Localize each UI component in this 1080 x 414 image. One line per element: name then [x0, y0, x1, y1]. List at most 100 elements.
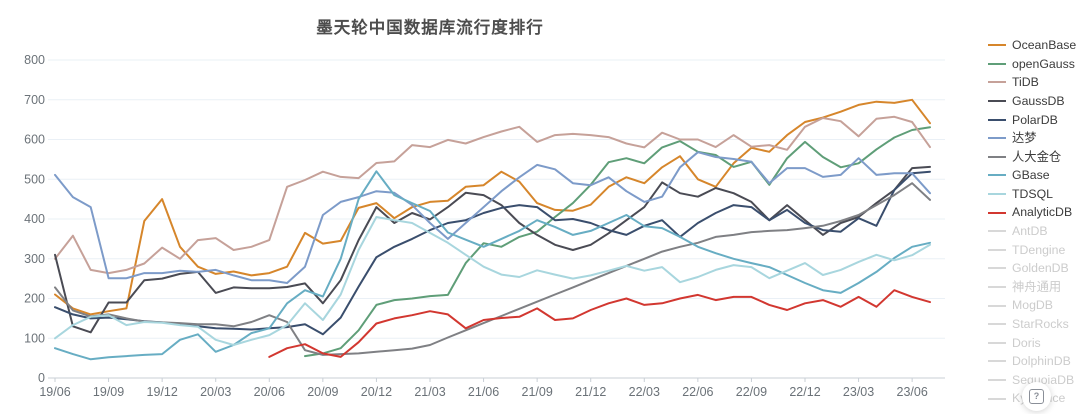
series-line-TiDB[interactable]	[54, 115, 931, 275]
y-axis-label: 800	[24, 53, 45, 67]
legend-line-swatch	[988, 230, 1006, 233]
legend-label: GaussDB	[1012, 93, 1065, 108]
chart-title: 墨天轮中国数据库流行度排行	[316, 19, 544, 37]
legend-label: AntDB	[1012, 224, 1048, 239]
legend-line-swatch	[988, 193, 1006, 196]
series-line-人大金仓[interactable]	[54, 182, 931, 356]
legend-line-swatch	[988, 44, 1006, 47]
legend-label: TDSQL	[1012, 186, 1053, 201]
legend-line-swatch	[988, 155, 1006, 158]
legend-line-swatch	[988, 341, 1006, 344]
legend-label: TiDB	[1012, 75, 1039, 90]
x-axis-label: 21/06	[468, 385, 499, 399]
legend-label: openGauss	[1012, 56, 1075, 71]
legend-item-TDengine[interactable]: TDengine	[988, 241, 1080, 260]
legend-line-swatch	[988, 360, 1006, 363]
legend-item-Doris[interactable]: Doris	[988, 334, 1080, 353]
y-axis-label: 300	[24, 252, 45, 266]
legend-label: OceanBase	[1012, 38, 1077, 53]
legend-item-MogDB[interactable]: MogDB	[988, 296, 1080, 315]
y-axis-label: 0	[38, 371, 45, 385]
x-axis-label: 20/06	[254, 385, 285, 399]
legend-line-swatch	[988, 211, 1006, 214]
legend-line-swatch	[988, 286, 1006, 289]
series-line-达梦[interactable]	[54, 151, 931, 284]
legend-label: 人大金仓	[1012, 149, 1062, 164]
legend-item-GaussDB[interactable]: GaussDB	[988, 92, 1080, 111]
legend-label: SequoiaDB	[1012, 372, 1075, 387]
legend-line-swatch	[988, 304, 1006, 307]
series-line-AnalyticDB[interactable]	[268, 289, 931, 358]
series-line-PolarDB[interactable]	[54, 170, 931, 336]
y-axis-label: 200	[24, 292, 45, 306]
legend-label: Doris	[1012, 335, 1041, 350]
legend-line-swatch	[988, 81, 1006, 84]
x-axis-label: 21/09	[522, 385, 553, 399]
x-axis-label: 20/12	[361, 385, 392, 399]
legend-line-swatch	[988, 118, 1006, 121]
legend-label: GoldenDB	[1012, 261, 1069, 276]
legend-line-swatch	[988, 378, 1006, 381]
legend-item-SequoiaDB[interactable]: SequoiaDB	[988, 371, 1080, 390]
x-axis-label: 23/06	[897, 385, 928, 399]
legend-item-TiDB[interactable]: TiDB	[988, 73, 1080, 92]
y-axis-label: 500	[24, 172, 45, 186]
legend-label: StarRocks	[1012, 317, 1069, 332]
legend-line-swatch	[988, 267, 1006, 270]
series-line-OceanBase[interactable]	[54, 98, 931, 316]
y-axis-label: 700	[24, 93, 45, 107]
legend-item-AnalyticDB[interactable]: AnalyticDB	[988, 203, 1080, 222]
legend-item-GoldenDB[interactable]: GoldenDB	[988, 259, 1080, 278]
legend-item-神舟通用[interactable]: 神舟通用	[988, 278, 1080, 297]
x-axis-label: 21/12	[575, 385, 606, 399]
x-axis-label: 20/09	[307, 385, 338, 399]
series-line-GBase[interactable]	[54, 170, 931, 361]
x-axis-label: 20/03	[200, 385, 231, 399]
legend-line-swatch	[988, 323, 1006, 326]
legend-label: 达梦	[1012, 131, 1037, 146]
legend-label: GBase	[1012, 168, 1050, 183]
legend-label: DolphinDB	[1012, 354, 1071, 369]
y-axis-label: 600	[24, 133, 45, 147]
y-axis-label: 400	[24, 212, 45, 226]
x-axis-label: 23/03	[843, 385, 874, 399]
legend-item-人大金仓[interactable]: 人大金仓	[988, 148, 1080, 167]
legend-label: 神舟通用	[1012, 279, 1062, 294]
legend-item-AntDB[interactable]: AntDB	[988, 222, 1080, 241]
y-axis-label: 100	[24, 331, 45, 345]
x-axis-label: 22/12	[789, 385, 820, 399]
x-axis-label: 19/12	[147, 385, 178, 399]
legend-label: PolarDB	[1012, 112, 1058, 127]
x-axis-label: 19/09	[93, 385, 124, 399]
legend-item-GBase[interactable]: GBase	[988, 166, 1080, 185]
legend-line-swatch	[988, 397, 1006, 400]
legend-label: MogDB	[1012, 298, 1054, 313]
legend-line-swatch	[988, 248, 1006, 251]
series-line-TDSQL[interactable]	[54, 216, 931, 346]
legend-line-swatch	[988, 100, 1006, 103]
x-axis-label: 22/06	[682, 385, 713, 399]
question-mark-icon: ?	[1029, 389, 1044, 404]
legend-item-StarRocks[interactable]: StarRocks	[988, 315, 1080, 334]
chart-legend: OceanBase openGauss TiDB GaussDB PolarDB 达梦人大…	[988, 36, 1080, 408]
legend-label: TDengine	[1012, 242, 1066, 257]
legend-item-PolarDB[interactable]: PolarDB	[988, 110, 1080, 129]
x-axis-label: 22/09	[736, 385, 767, 399]
legend-line-swatch	[988, 62, 1006, 65]
x-axis-label: 19/06	[39, 385, 70, 399]
series-line-openGauss[interactable]	[304, 126, 931, 358]
legend-item-TDSQL[interactable]: TDSQL	[988, 185, 1080, 204]
legend-line-swatch	[988, 137, 1006, 140]
x-axis-label: 22/03	[629, 385, 660, 399]
legend-item-OceanBase[interactable]: OceanBase	[988, 36, 1080, 55]
x-axis-label: 21/03	[414, 385, 445, 399]
help-button[interactable]: ?	[1022, 382, 1051, 411]
legend-item-DolphinDB[interactable]: DolphinDB	[988, 352, 1080, 371]
legend-item-openGauss[interactable]: openGauss	[988, 55, 1080, 74]
legend-item-达梦[interactable]: 达梦	[988, 129, 1080, 148]
series-line-GaussDB[interactable]	[54, 165, 931, 334]
line-chart-canvas[interactable]: 0 100 200 300 400 500 600 700 800 19/06 19/09 19/12…	[0, 0, 960, 414]
legend-label: AnalyticDB	[1012, 205, 1073, 220]
legend-line-swatch	[988, 174, 1006, 177]
